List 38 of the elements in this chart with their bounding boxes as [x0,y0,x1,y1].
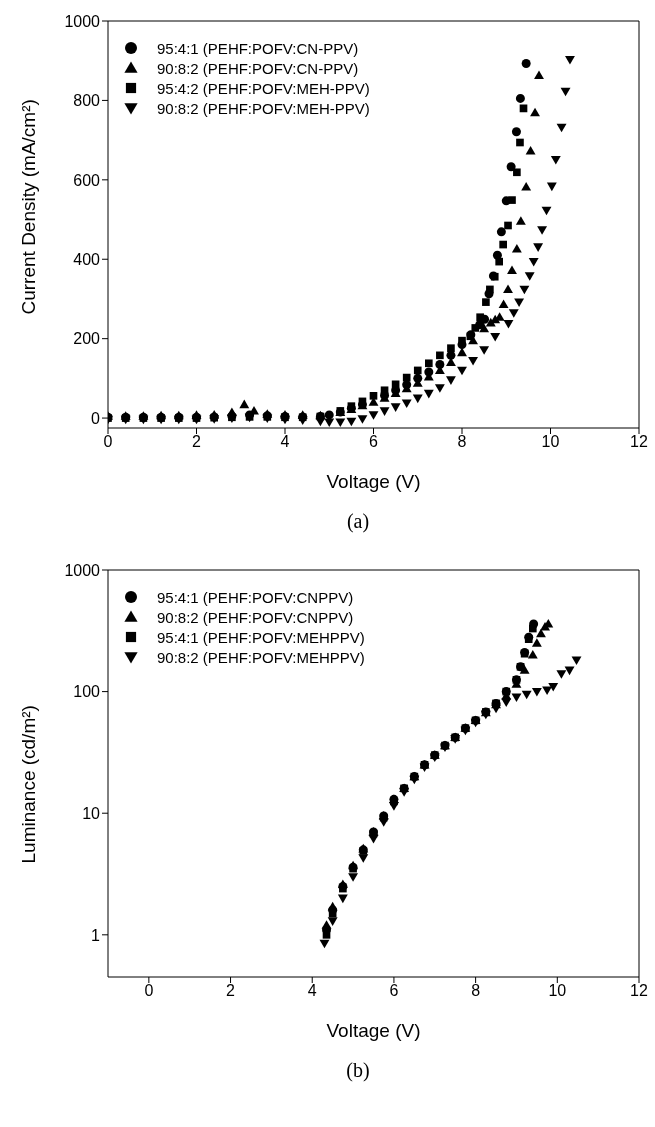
y-tick-label: 1000 [64,561,101,579]
y-tick-label: 400 [73,250,101,268]
legend-label: 90:8:2 (PEHF:POFV:CN-PPV) [157,59,359,77]
x-tick-label: 4 [280,433,290,451]
x-tick-label: 0 [144,982,154,1000]
x-tick-label: 10 [541,433,560,451]
x-tick-label: 12 [630,433,648,451]
legend-label: 95:4:2 (PEHF:POFV:MEH-PPV) [157,79,370,97]
y-tick-label: 10 [82,804,101,822]
y-axis-title: Current Density (mA/cm²) [17,99,39,315]
y-tick-label: 0 [91,409,101,427]
x-tick-label: 12 [630,982,648,1000]
x-tick-label: 8 [457,433,467,451]
text: (a) [345,510,371,533]
legend-label: 90:8:2 (PEHF:POFV:MEHPPV) [157,648,365,666]
x-tick-label: 8 [471,982,481,1000]
x-axis-title: Voltage (V) [326,1020,421,1041]
y-tick-label: 800 [73,92,101,110]
text: (b) [345,1059,371,1082]
x-axis-title: Voltage (V) [326,471,421,492]
x-tick-label: 4 [307,982,317,1000]
legend-label: 90:8:2 (PEHF:POFV:CNPPV) [157,608,354,626]
legend-label: 95:4:1 (PEHF:POFV:CNPPV) [157,588,354,606]
y-tick-label: 100 [73,683,101,701]
y-tick-label: 600 [73,171,101,189]
x-tick-label: 6 [369,433,379,451]
y-axis-title: Luminance (cd/m²) [17,705,39,864]
legend-label: 95:4:1 (PEHF:POFV:MEHPPV) [157,628,365,646]
legend-label: 95:4:1 (PEHF:POFV:CN-PPV) [157,39,359,57]
x-tick-label: 2 [226,982,236,1000]
x-tick-label: 6 [389,982,399,1000]
legend-label: 90:8:2 (PEHF:POFV:MEH-PPV) [157,99,370,117]
x-tick-label: 10 [548,982,567,1000]
x-tick-label: 2 [192,433,202,451]
x-tick-label: 0 [103,433,113,451]
y-tick-label: 200 [73,330,101,348]
y-tick-label: 1 [91,926,101,944]
y-tick-label: 1000 [64,12,101,30]
